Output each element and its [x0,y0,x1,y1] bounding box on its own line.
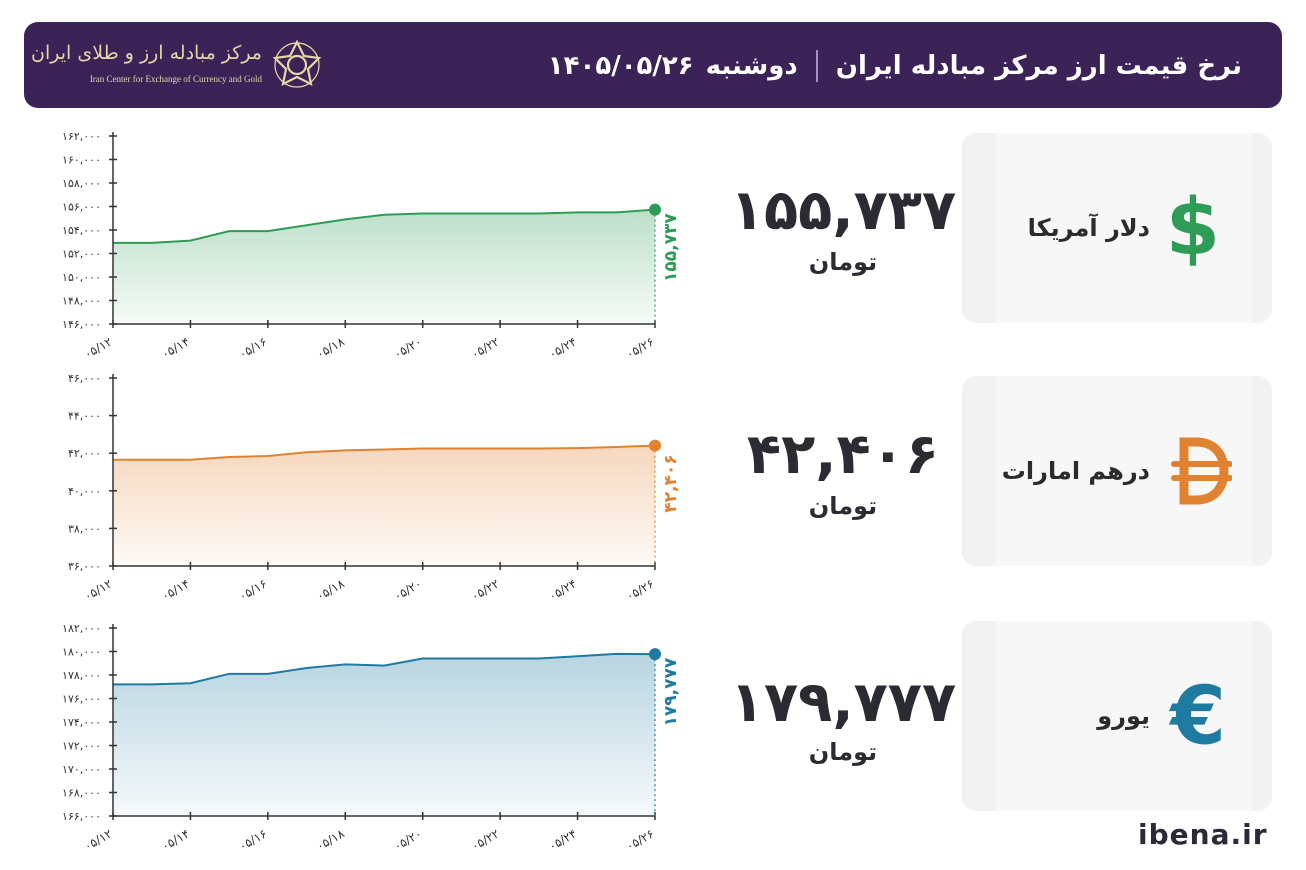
dirham-sign-icon [1171,437,1232,505]
y-tick-label: ۱۶۶,۰۰۰ [62,810,101,823]
y-tick-label: ۱۵۰,۰۰۰ [62,271,101,284]
y-tick-label: ۴۶,۰۰۰ [68,372,101,385]
eur-price-chart: ۱۶۶,۰۰۰ ۱۶۸,۰۰۰ ۱۷۰,۰۰۰ ۱۷۲,۰۰۰ ۱۷۴,۰۰۰ ۱۷۶,۰… [62,622,681,850]
y-tick-label: ۴۴,۰۰۰ [68,410,101,423]
y-tick-label: ۱۷۴,۰۰۰ [62,716,101,729]
y-tick-label: ۴۲,۰۰۰ [68,447,101,460]
end-value-label: ۱۷۹,۷۷۷ [661,657,681,726]
x-tick-label: ۰۵/۲۶ [624,334,657,358]
end-point [649,203,661,216]
end-point [649,439,661,452]
y-tick-label: ۱۸۰,۰۰۰ [62,646,101,659]
series-line [113,208,656,244]
logo-emblem-icon [272,39,322,88]
usd-price-value: ۱۵۵,۷۳۷ [729,178,957,243]
aed-price-unit: تومان [808,492,878,520]
x-tick-label: ۰۵/۲۶ [624,576,657,600]
end-value-label: ۴۲,۴۰۶ [661,454,681,512]
card-panel [996,133,1252,323]
y-tick-label: ۴۰,۰۰۰ [68,485,101,498]
usd-price-chart: ۱۴۶,۰۰۰ ۱۴۸,۰۰۰ ۱۵۰,۰۰۰ ۱۵۲,۰۰۰ ۱۵۴,۰۰۰ ۱۵۶,۰… [62,130,681,358]
card-panel [996,376,1252,566]
x-tick-label: ۰۵/۲۲ [469,334,502,358]
logo-text-english: Iran Center for Exchange of Currency and… [89,74,262,84]
header-title-group: نرخ قیمت ارز مرکز مبادله ایران دوشنبه ۱۴… [548,46,1242,86]
area-fill [113,653,655,816]
x-tick-label: ۰۵/۱۴ [159,576,192,600]
aed-currency-name: درهم امارات [1001,457,1150,485]
x-tick-label: ۰۵/۲۴ [546,826,579,850]
aed-price-value: ۴۲,۴۰۶ [746,422,940,487]
y-tick-label: ۱۵۶,۰۰۰ [62,201,101,214]
dollar-sign-icon: $ [1165,183,1220,273]
logo: مرکز مبادله ارز و طلای ایران Iran Center… [31,34,324,96]
x-tick-label: ۰۵/۱۸ [314,826,347,850]
y-tick-label: ۱۵۲,۰۰۰ [62,248,101,261]
x-tick-label: ۰۵/۱۸ [314,334,347,358]
usd-currency-name: دلار آمریکا [1027,214,1150,242]
logo-text-persian: مرکز مبادله ارز و طلای ایران [31,42,262,64]
x-tick-label: ۰۵/۱۲ [82,826,115,850]
x-tick-label: ۰۵/۱۲ [82,576,115,600]
source-watermark: ibena.ir [1138,818,1268,851]
x-tick-label: ۰۵/۲۴ [546,334,579,358]
x-tick-label: ۰۵/۲۴ [546,576,579,600]
eur-currency-name: یورو [1097,702,1150,730]
x-tick-label: ۰۵/۲۰ [391,826,424,850]
y-tick-label: ۱۶۲,۰۰۰ [62,130,101,143]
end-point [649,648,661,661]
y-tick-label: ۱۴۶,۰۰۰ [62,318,101,331]
header-banner: مرکز مبادله ارز و طلای ایران Iran Center… [24,22,1282,108]
y-tick-label: ۳۸,۰۰۰ [68,522,101,535]
date-label: ۱۴۰۵/۰۵/۲۶ [547,51,694,81]
y-tick-label: ۱۴۸,۰۰۰ [62,295,101,308]
eur-price-value: ۱۷۹,۷۷۷ [729,670,957,735]
y-tick-label: ۱۷۰,۰۰۰ [62,763,101,776]
eur-currency-card: € یورو [962,621,1272,811]
y-tick-label: ۱۵۴,۰۰۰ [62,224,101,237]
x-tick-label: ۰۵/۱۴ [159,826,192,850]
euro-sign-icon: € [1170,669,1226,763]
area-fill [113,209,655,324]
x-tick-label: ۰۵/۱۲ [82,334,115,358]
x-tick-label: ۰۵/۱۶ [237,826,270,850]
y-tick-label: ۱۷۸,۰۰۰ [62,669,101,682]
area-fill [113,445,655,566]
x-tick-label: ۰۵/۱۶ [237,334,270,358]
x-tick-label: ۰۵/۱۶ [237,576,270,600]
x-tick-label: ۰۵/۲۰ [391,334,424,358]
series-line [113,652,656,686]
title-divider [815,50,818,82]
series-line [113,444,656,461]
y-tick-label: ۱۷۲,۰۰۰ [62,740,101,753]
x-tick-label: ۰۵/۲۲ [469,826,502,850]
x-tick-label: ۰۵/۲۶ [624,826,657,850]
y-tick-label: ۳۶,۰۰۰ [68,560,101,573]
y-tick-label: ۱۷۶,۰۰۰ [62,693,101,706]
aed-currency-card: درهم امارات [962,376,1272,566]
y-tick-label: ۱۶۸,۰۰۰ [62,787,101,800]
x-tick-label: ۰۵/۲۲ [469,576,502,600]
weekday-label: دوشنبه [705,51,798,81]
x-tick-label: ۰۵/۱۴ [159,334,192,358]
card-panel [996,621,1252,811]
eur-price-unit: تومان [808,738,878,766]
x-tick-label: ۰۵/۲۰ [391,576,424,600]
page-title: نرخ قیمت ارز مرکز مبادله ایران [835,51,1242,81]
usd-currency-card: $ دلار آمریکا [962,133,1272,323]
end-value-label: ۱۵۵,۷۳۷ [661,213,681,282]
y-tick-label: ۱۵۸,۰۰۰ [62,177,101,190]
x-tick-label: ۰۵/۱۸ [314,576,347,600]
y-tick-label: ۱۸۲,۰۰۰ [62,622,101,635]
usd-price-unit: تومان [808,248,878,276]
aed-price-chart: ۳۶,۰۰۰ ۳۸,۰۰۰ ۴۰,۰۰۰ ۴۲,۰۰۰ ۴۴,۰۰۰ ۴۶,۰۰۰ ۰۵/۱… [68,372,681,600]
y-tick-label: ۱۶۰,۰۰۰ [62,154,101,167]
date-group: دوشنبه ۱۴۰۵/۰۵/۲۶ [548,51,798,81]
